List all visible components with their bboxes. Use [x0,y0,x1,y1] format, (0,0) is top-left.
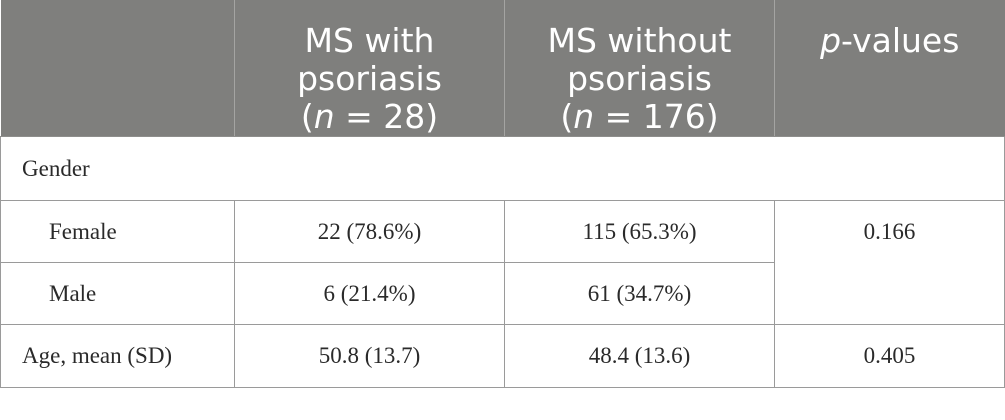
cell-female-with: 22 (78.6%) [234,200,505,263]
table-header: MS with psoriasis (n = 28) MS without ps… [0,0,1005,137]
table-row-gender: Gender [0,136,1005,201]
header-ms-with-psoriasis: MS with psoriasis (n = 28) [234,0,505,137]
paren: ( [560,97,574,136]
table-row-male: Male 6 (21.4%) 61 (34.7%) [0,262,1005,325]
n-value: = 28) [334,97,439,136]
p-symbol: p [820,21,842,60]
header-line: MS with [304,21,435,60]
cell-age-p-value: 0.405 [774,324,1005,388]
header-empty-cell [0,0,235,137]
cell-male-with: 6 (21.4%) [234,262,505,325]
header-row: MS with psoriasis (n = 28) MS without ps… [0,0,1005,137]
demographics-table: MS with psoriasis (n = 28) MS without ps… [0,0,1005,388]
table-body: Gender Female 22 (78.6%) 115 (65.3%) 0.1… [0,136,1005,388]
row-label-female: Female [0,200,235,263]
header-line: psoriasis [567,59,712,98]
header-n-count: (n = 28) [243,98,496,136]
section-label-gender: Gender [0,136,1005,201]
cell-age-without: 48.4 (13.6) [504,324,775,388]
row-label-male: Male [0,262,235,325]
row-label-age: Age, mean (SD) [0,324,235,388]
paren: ( [300,97,314,136]
table-row-age: Age, mean (SD) 50.8 (13.7) 48.4 (13.6) 0… [0,324,1005,388]
cell-gender-p-value: 0.166 [774,200,1005,325]
n-symbol: n [313,97,335,136]
header-ms-without-psoriasis: MS without psoriasis (n = 176) [504,0,775,137]
cell-male-without: 61 (34.7%) [504,262,775,325]
table-row-female: Female 22 (78.6%) 115 (65.3%) 0.166 [0,200,1005,325]
header-n-count: (n = 176) [513,98,766,136]
header-line: psoriasis [297,59,442,98]
cell-age-with: 50.8 (13.7) [234,324,505,388]
cell-female-without: 115 (65.3%) [504,200,775,263]
n-symbol: n [573,97,595,136]
n-value: = 176) [594,97,719,136]
header-line: MS without [547,21,732,60]
header-p-values: p-values [774,0,1005,137]
p-values-label: -values [841,21,960,60]
